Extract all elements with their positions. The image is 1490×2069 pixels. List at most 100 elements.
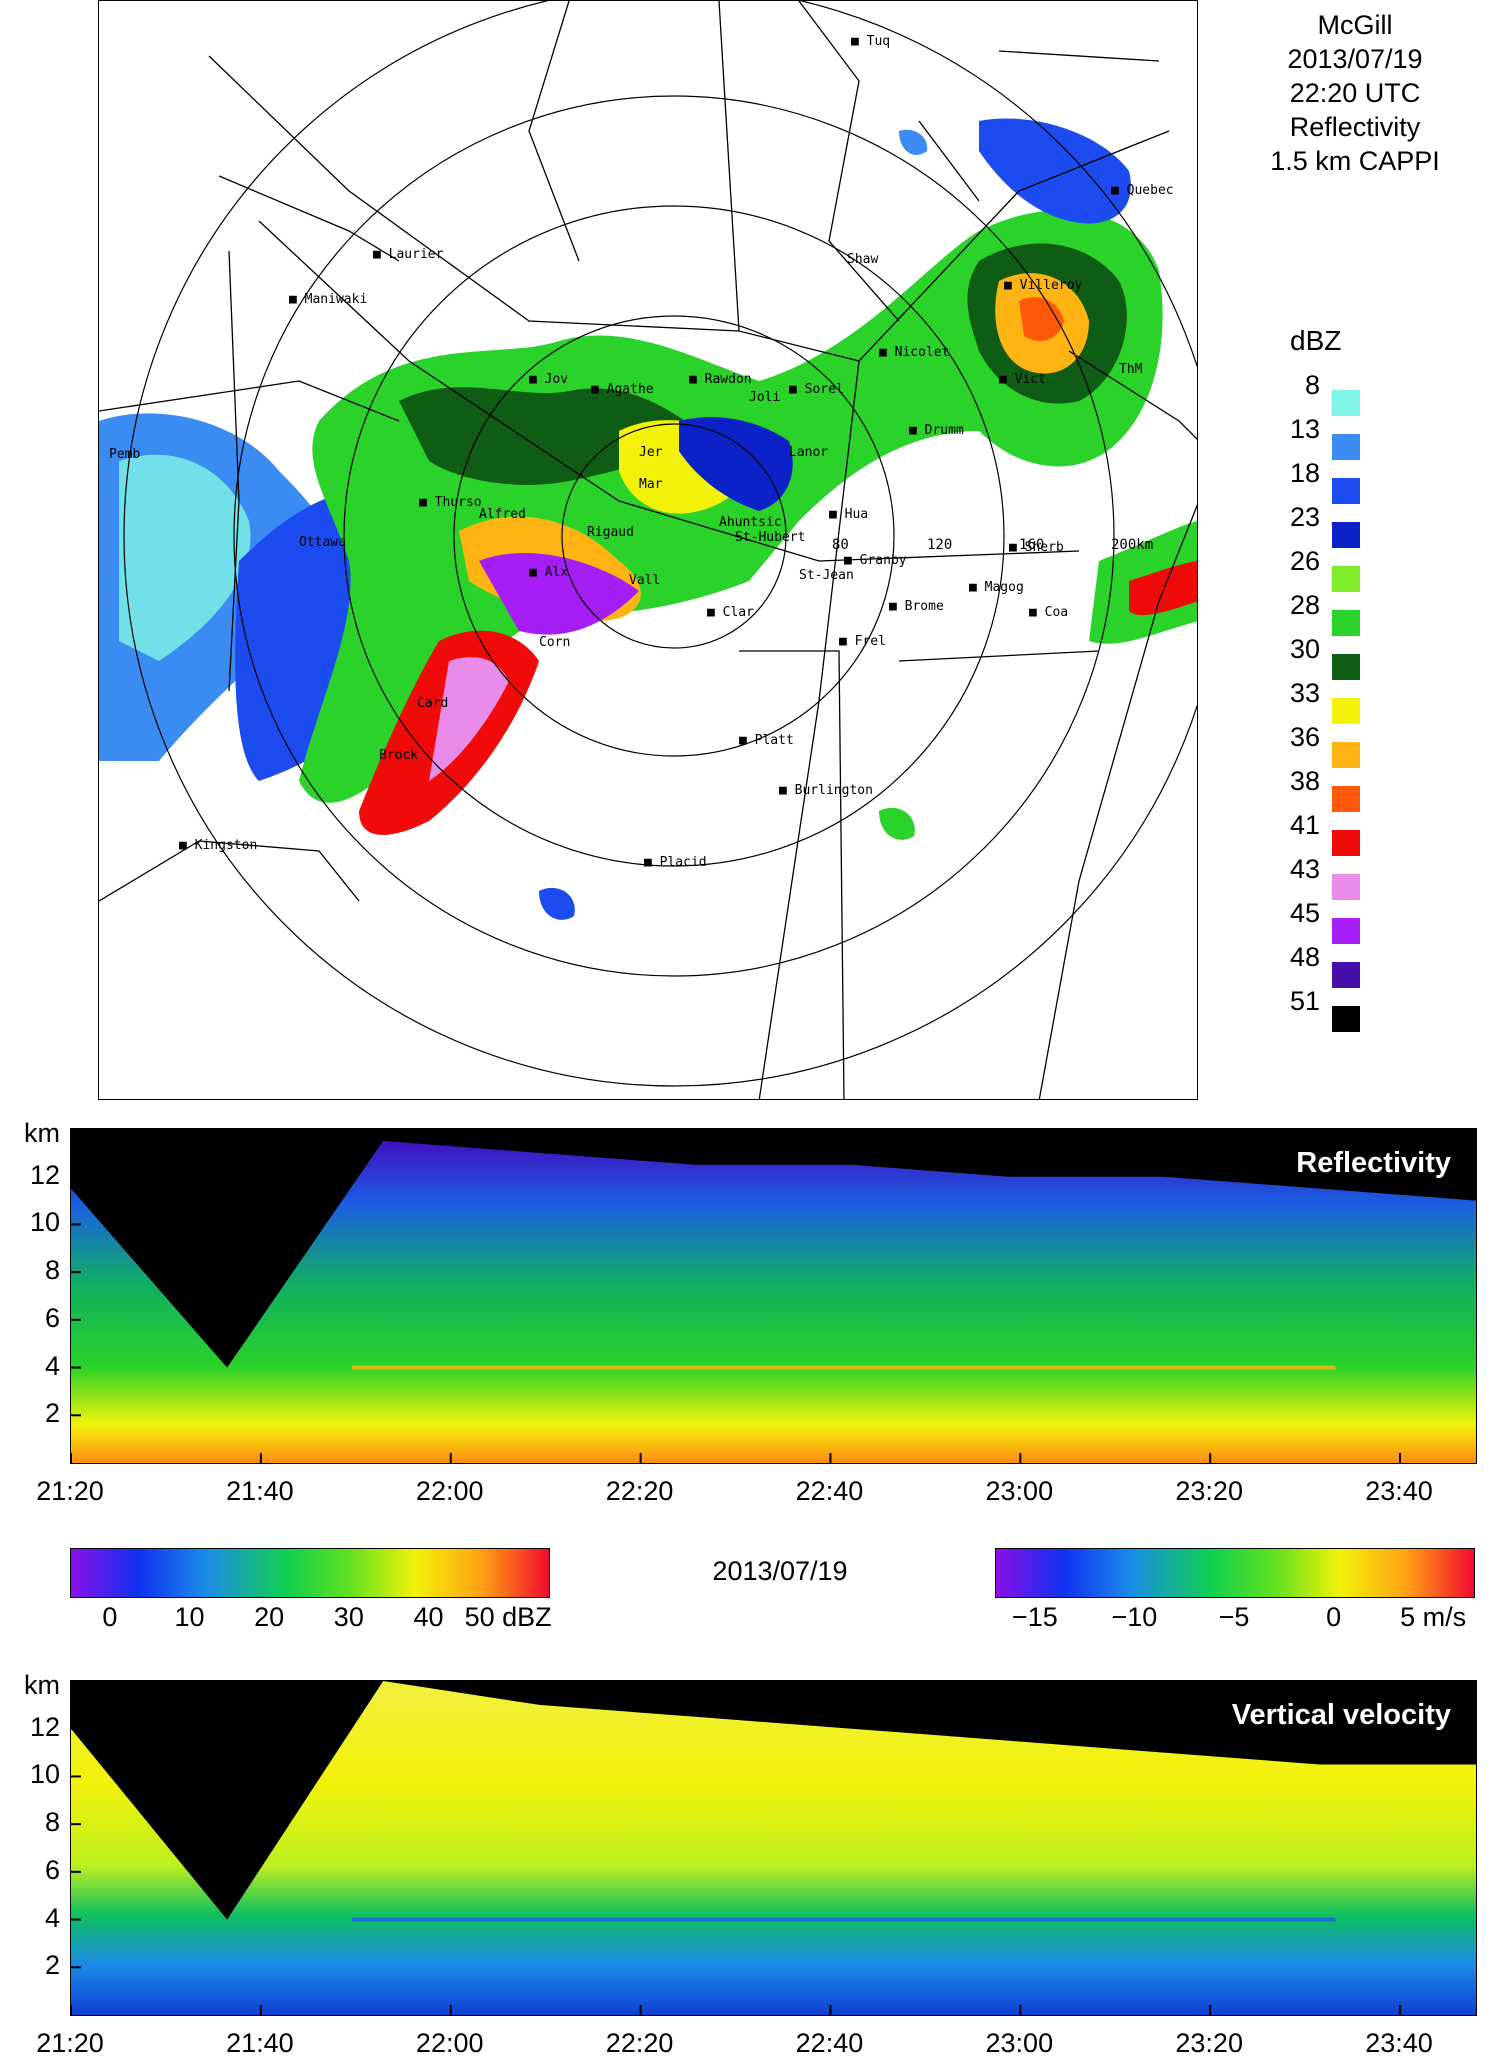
legend-label: 23 bbox=[1289, 502, 1320, 532]
map-boundaries bbox=[99, 1, 1197, 1099]
svg-text:■ Nicolet: ■ Nicolet bbox=[879, 345, 949, 360]
map-title-line: McGill bbox=[1317, 10, 1393, 40]
x-tick-label: 21:40 bbox=[226, 2028, 294, 2058]
legend-label: 33 bbox=[1289, 678, 1320, 708]
place-labels: ■ Tuq ■ Quebec ■ Laurier ■ Maniwaki Shaw… bbox=[109, 34, 1174, 870]
y-tick-label: 8 bbox=[44, 1807, 60, 1838]
colorbar-tick-label: 40 bbox=[413, 1602, 444, 1632]
range-label-160: 160 bbox=[1019, 537, 1044, 553]
svg-text:Shaw: Shaw bbox=[847, 252, 878, 267]
svg-text:■ Granby: ■ Granby bbox=[844, 553, 907, 568]
range-labels: 80 120 160 200km bbox=[832, 537, 1153, 553]
svg-text:■ Alx: ■ Alx bbox=[529, 565, 568, 580]
reflectivity-panel: Reflectivity bbox=[70, 1128, 1477, 1464]
legend-label: 8 bbox=[1304, 370, 1320, 400]
map-title-line: Reflectivity bbox=[1289, 112, 1421, 142]
svg-text:■ Hua: ■ Hua bbox=[829, 507, 868, 522]
svg-text:Ottawa: Ottawa bbox=[299, 535, 346, 550]
svg-text:Mar: Mar bbox=[639, 477, 663, 492]
svg-text:■ Tuq: ■ Tuq bbox=[851, 34, 890, 49]
svg-text:■ Agathe: ■ Agathe bbox=[591, 382, 654, 397]
range-label-120: 120 bbox=[927, 537, 952, 553]
legend-swatch bbox=[1332, 522, 1360, 548]
legend-label: 18 bbox=[1289, 458, 1320, 488]
colorbar-tick-label: 0 bbox=[102, 1602, 118, 1632]
legend-label: 41 bbox=[1289, 810, 1320, 840]
colorbar-tick-label: −10 bbox=[1111, 1602, 1158, 1632]
legend-label: 48 bbox=[1289, 942, 1320, 972]
svg-text:Joli: Joli bbox=[749, 390, 780, 405]
x-tick-label: 21:40 bbox=[226, 1476, 294, 1506]
legend-swatch bbox=[1332, 698, 1360, 724]
svg-text:■ Laurier: ■ Laurier bbox=[373, 247, 444, 262]
x-tick-label: 23:40 bbox=[1365, 1476, 1433, 1506]
legend-swatch bbox=[1332, 918, 1360, 944]
map-title: McGill 2013/07/19 22:20 UTC Reflectivity… bbox=[1230, 8, 1480, 178]
svg-text:■ Drumm: ■ Drumm bbox=[909, 423, 964, 438]
svg-text:■ Frel: ■ Frel bbox=[839, 634, 886, 649]
legend-swatch bbox=[1332, 610, 1360, 636]
svg-text:■ Magog: ■ Magog bbox=[969, 580, 1024, 595]
y-unit-label: km bbox=[24, 1118, 60, 1148]
svg-text:■ Brome: ■ Brome bbox=[889, 599, 944, 614]
legend-label: 38 bbox=[1289, 766, 1320, 796]
map-title-line: 22:20 UTC bbox=[1289, 78, 1421, 108]
svg-text:■ Sorel: ■ Sorel bbox=[789, 382, 844, 397]
x-tick-label: 22:40 bbox=[795, 2028, 864, 2058]
x-tick-label: 22:40 bbox=[795, 1476, 864, 1506]
x-tick-label: 22:20 bbox=[605, 2028, 674, 2058]
range-rings bbox=[123, 1, 1197, 1087]
map-title-line: 1.5 km CAPPI bbox=[1270, 146, 1440, 176]
dbz-colorbar bbox=[70, 1548, 550, 1598]
x-tick-label: 21:20 bbox=[36, 2028, 104, 2058]
x-tick-label: 23:40 bbox=[1365, 2028, 1433, 2058]
colorbar-tick-label: −15 bbox=[1011, 1602, 1058, 1632]
legend-label: 43 bbox=[1289, 854, 1320, 884]
y-unit-label: km bbox=[24, 1670, 60, 1700]
legend-swatch bbox=[1332, 566, 1360, 592]
legend-swatch bbox=[1332, 1006, 1360, 1032]
x-tick-label: 23:20 bbox=[1175, 2028, 1243, 2058]
svg-text:■ Coa: ■ Coa bbox=[1029, 605, 1068, 620]
map-title-line: 2013/07/19 bbox=[1287, 44, 1423, 74]
x-tick-label: 23:20 bbox=[1175, 1476, 1243, 1506]
svg-text:St-Jean: St-Jean bbox=[799, 568, 854, 583]
legend-title: dBZ bbox=[1290, 325, 1342, 356]
legend-swatch bbox=[1332, 478, 1360, 504]
y-tick-label: 10 bbox=[29, 1759, 60, 1790]
panel-title: Vertical velocity bbox=[1231, 1699, 1451, 1731]
x-tick-label: 23:00 bbox=[985, 2028, 1054, 2058]
svg-text:Rigaud: Rigaud bbox=[587, 525, 634, 540]
legend-swatch bbox=[1332, 434, 1360, 460]
y-tick-label: 4 bbox=[44, 1902, 60, 1933]
legend-swatch bbox=[1332, 830, 1360, 856]
y-tick-label: 8 bbox=[44, 1255, 60, 1286]
svg-text:Ahuntsic: Ahuntsic bbox=[719, 515, 782, 530]
x-tick-label: 21:20 bbox=[36, 1476, 104, 1506]
x-tick-label: 22:20 bbox=[605, 1476, 674, 1506]
y-tick-label: 6 bbox=[44, 1302, 60, 1333]
svg-text:■ Placid: ■ Placid bbox=[644, 855, 707, 870]
svg-text:■ Villeroy: ■ Villeroy bbox=[1004, 278, 1082, 293]
echo-body bbox=[71, 1681, 1476, 2015]
svg-text:■ Maniwaki: ■ Maniwaki bbox=[289, 292, 367, 307]
x-tick-label: 23:00 bbox=[985, 1476, 1054, 1506]
svg-text:■ Clar: ■ Clar bbox=[707, 605, 754, 620]
colorbar-tick-label: 5 m/s bbox=[1400, 1602, 1467, 1632]
svg-text:Card: Card bbox=[417, 696, 448, 711]
svg-text:Lanor: Lanor bbox=[789, 445, 828, 460]
y-tick-label: 12 bbox=[29, 1711, 60, 1742]
svg-text:■ Quebec: ■ Quebec bbox=[1111, 183, 1174, 198]
legend-swatch bbox=[1332, 742, 1360, 768]
svg-text:ThM: ThM bbox=[1119, 362, 1143, 377]
date-label: 2013/07/19 bbox=[712, 1556, 848, 1586]
legend-label: 26 bbox=[1289, 546, 1320, 576]
colorbar-tick-label: 0 bbox=[1326, 1602, 1342, 1632]
svg-text:■ Thurso: ■ Thurso bbox=[419, 495, 482, 510]
svg-text:Pemb: Pemb bbox=[109, 447, 140, 462]
y-tick-label: 2 bbox=[44, 1398, 60, 1429]
svg-text:■ Platt: ■ Platt bbox=[739, 733, 794, 748]
svg-text:Brock: Brock bbox=[379, 748, 418, 763]
svg-text:■ Vict: ■ Vict bbox=[999, 372, 1046, 387]
colorbar-tick-label: −5 bbox=[1218, 1602, 1250, 1632]
